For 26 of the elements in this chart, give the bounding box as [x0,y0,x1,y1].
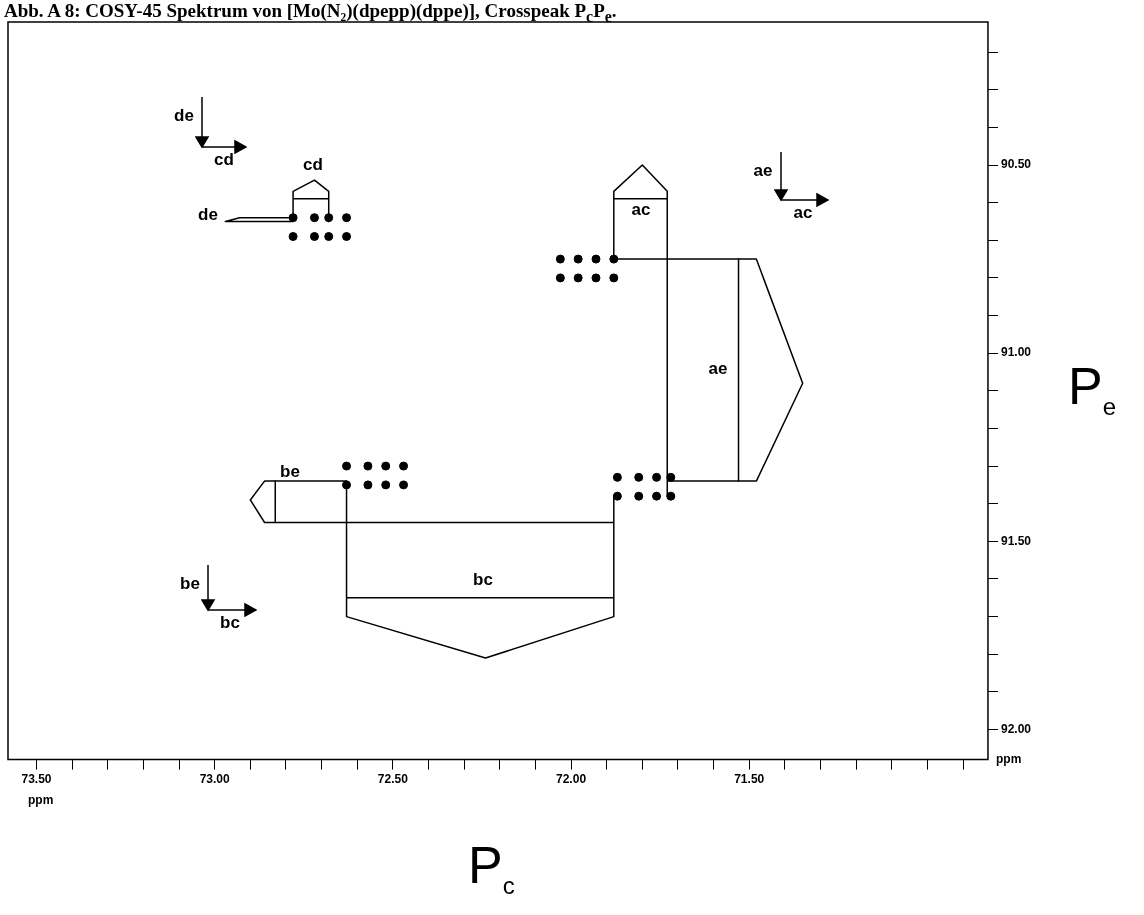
annotation: bc [220,613,240,633]
x-tick-label: 73.00 [199,772,231,787]
x-tick-label: 71.50 [734,772,765,787]
text: ppm [995,751,1022,766]
annotation: cd [214,150,234,170]
chart-title: Abb. A 8: COSY-45 Spektrum von [Mo(N₂)(dpepp)(dppe)], Crosspeak P$_{c}$P$_{e}$. [4,0,617,26]
annotation: ac [793,203,813,223]
x-tick-label: 72.00 [556,772,587,787]
y-tick-label: 92.00 [1000,721,1032,736]
annotation: de [198,205,218,225]
y-tick-label: 90.50 [1000,157,1032,172]
annotation: bc [473,570,493,590]
y-tick-label: 91.00 [1000,345,1032,360]
annotation: cd [303,155,323,175]
x-tick-label: 73.50 [21,772,52,787]
annotation: ae [753,161,773,181]
annotation: be [280,462,300,482]
x-tick-label: 72.50 [377,772,409,787]
annotation: de [174,106,194,126]
x-axis-title: P$_{c}$ [467,834,515,900]
annotation: be [180,574,200,594]
y-tick-label: 91.50 [1000,533,1032,548]
y-axis-title: P$_{e}$ [1067,355,1117,422]
annotation: ae [708,359,728,379]
text: ppm [28,792,54,807]
annotation: ac [631,200,651,220]
